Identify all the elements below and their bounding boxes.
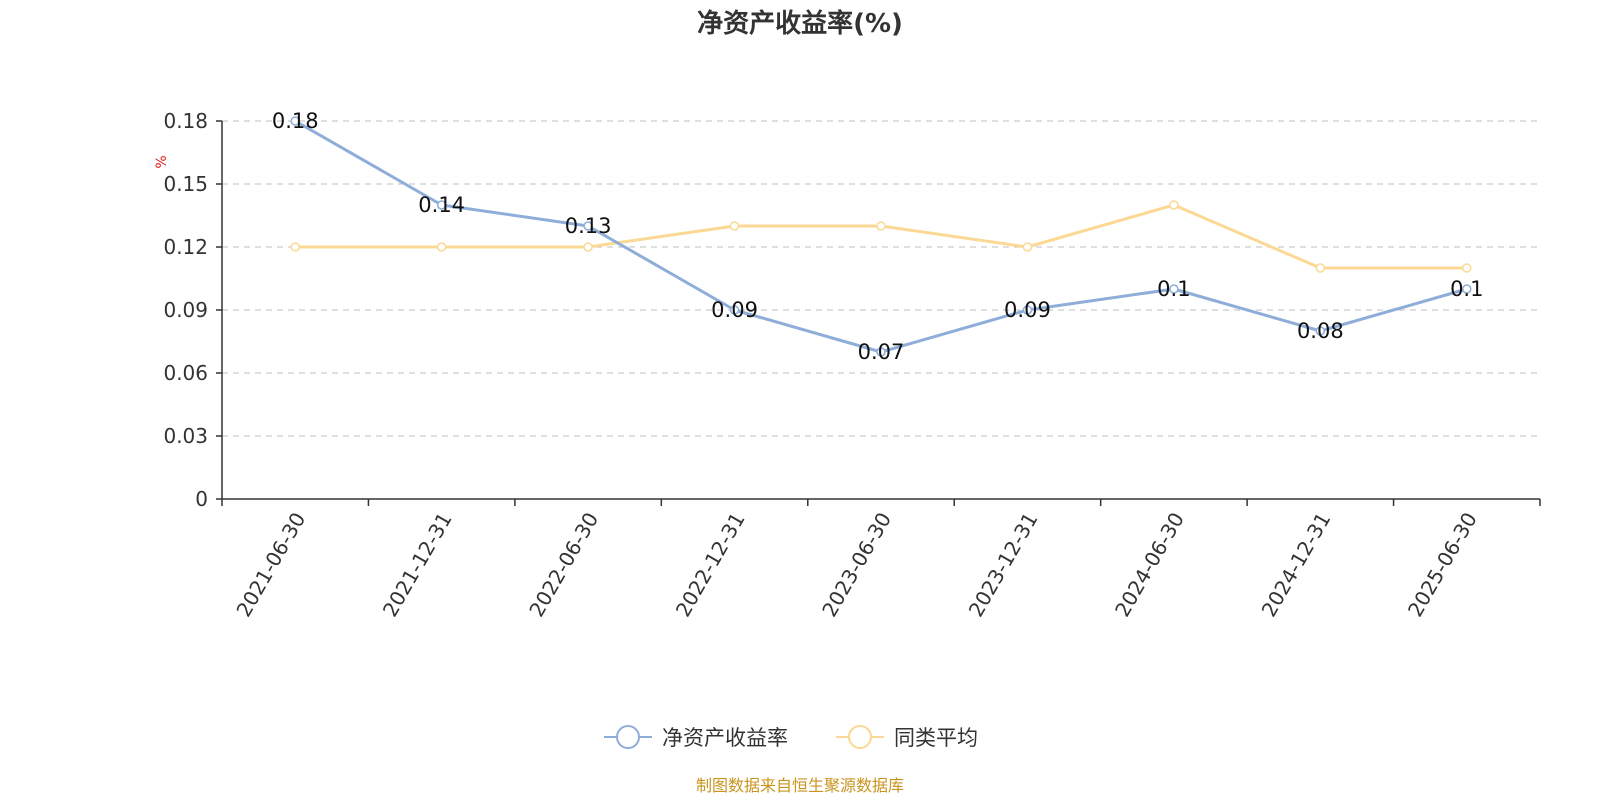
axes: [216, 120, 1541, 506]
legend-item-1[interactable]: 净资产收益率: [604, 725, 788, 750]
data-point[interactable]: [1169, 200, 1179, 210]
y-axis-unit: %: [154, 155, 170, 168]
y-tick-label: 0.15: [163, 172, 208, 196]
series-line: [294, 119, 1468, 354]
x-tick-labels: 2021-06-30 2021-12-31 2022-06-30 2022-12-31…: [231, 508, 1481, 621]
data-label: 0.09: [711, 298, 758, 322]
data-label: 0.07: [858, 340, 905, 364]
legend-item-2[interactable]: 同类平均: [836, 725, 978, 750]
x-tick-label: 2024-06-30: [1110, 508, 1189, 621]
data-label: 0.08: [1297, 319, 1344, 343]
data-point[interactable]: [583, 221, 593, 231]
grid-lines: [222, 120, 1540, 437]
data-point[interactable]: [1315, 263, 1326, 273]
x-tick-label: 2022-12-31: [671, 508, 750, 621]
legend-label: 净资产收益率: [662, 726, 788, 750]
data-label: 0.18: [272, 109, 319, 133]
data-point[interactable]: [1462, 263, 1472, 273]
source-note: 制图数据来自恒生聚源数据库: [696, 776, 904, 795]
legend-label: 同类平均: [894, 726, 978, 750]
data-point[interactable]: [583, 242, 593, 252]
data-label: 0.13: [565, 214, 612, 238]
x-tick-label: 2023-12-31: [964, 508, 1043, 621]
chart-title: 净资产收益率(%): [697, 8, 903, 39]
y-tick-label: 0.09: [163, 298, 208, 322]
y-tick-label: 0.03: [163, 424, 208, 448]
data-label: 0.14: [418, 193, 465, 217]
y-tick-label: 0.06: [163, 361, 208, 385]
series-2: [290, 200, 1472, 273]
series-1: [290, 116, 1472, 357]
data-point[interactable]: [436, 200, 447, 210]
data-point[interactable]: [729, 305, 740, 315]
legend-marker: [848, 725, 872, 749]
data-point[interactable]: [1462, 284, 1472, 294]
data-point[interactable]: [290, 242, 300, 252]
legend-marker: [616, 725, 640, 749]
data-label: 0.09: [1004, 298, 1051, 322]
x-tick-label: 2021-06-30: [231, 508, 310, 621]
data-label: 0.1: [1157, 277, 1190, 301]
data-point[interactable]: [729, 221, 740, 231]
data-point[interactable]: [290, 116, 300, 126]
y-tick-label: 0.12: [163, 235, 208, 259]
x-tick-label: 2021-12-31: [378, 508, 457, 621]
series-lines: [290, 116, 1472, 357]
y-tick-label: 0.18: [163, 109, 208, 133]
data-point[interactable]: [1022, 242, 1033, 252]
data-labels: 0.18 0.14 0.13 0.09 0.07 0.09 0.1 0.08 0.1: [272, 109, 1484, 364]
x-tick-label: 2023-06-30: [817, 508, 896, 621]
x-tick-label: 2024-12-31: [1257, 508, 1336, 621]
data-label: 0.1: [1450, 277, 1483, 301]
data-point[interactable]: [1022, 305, 1033, 315]
x-tick-label: 2025-06-30: [1403, 508, 1482, 621]
series-line: [295, 203, 1467, 270]
data-point[interactable]: [1169, 284, 1179, 294]
data-point[interactable]: [876, 221, 886, 231]
y-tick-label: 0: [195, 487, 208, 511]
data-point[interactable]: [436, 242, 447, 252]
y-tick-labels: 0 0.03 0.06 0.09 0.12 0.15 0.18: [163, 109, 208, 511]
data-point[interactable]: [876, 347, 886, 357]
x-tick-label: 2022-06-30: [524, 508, 603, 621]
data-point[interactable]: [1315, 326, 1326, 336]
legend[interactable]: 净资产收益率 同类平均: [604, 725, 978, 750]
